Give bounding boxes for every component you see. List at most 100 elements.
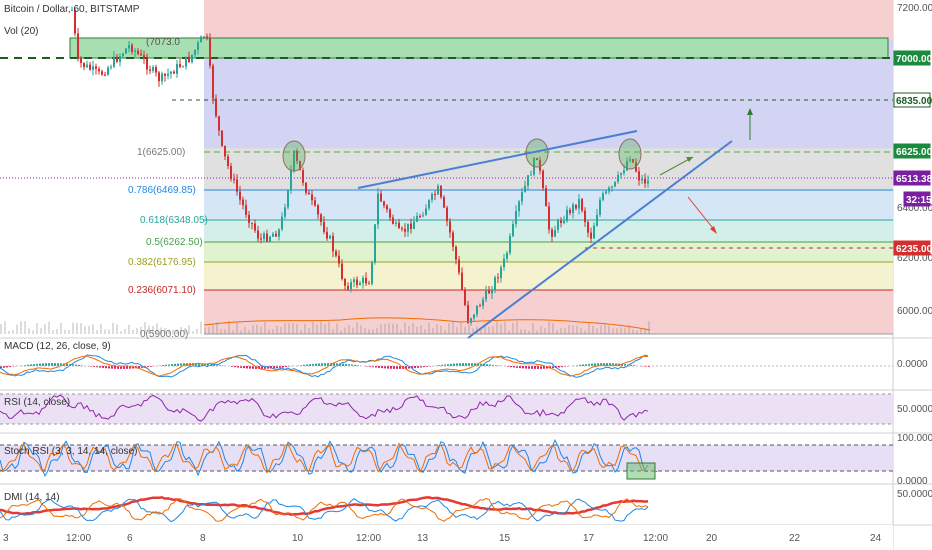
fib-level-label[interactable]: (7073.0 [146, 37, 180, 48]
candle-body [632, 159, 634, 163]
stoch-pane[interactable] [0, 439, 893, 480]
macd-histogram-bar [624, 364, 626, 366]
volume-bar [156, 323, 158, 334]
macd-histogram-bar [603, 363, 605, 366]
volume-bar [256, 324, 258, 334]
price-badge[interactable]: 6835.00 [893, 92, 932, 108]
candle-body [110, 66, 112, 68]
candle-body [194, 49, 196, 55]
fib-level-label[interactable]: 0.382(6176.95) [128, 257, 196, 268]
volume-bar [304, 323, 306, 334]
candle-body [296, 150, 298, 161]
macd-histogram-bar [375, 366, 377, 368]
fib-level-label[interactable]: 0(5900.00) [140, 329, 188, 340]
volume-bar [212, 324, 214, 334]
macd-histogram-bar [51, 363, 53, 366]
candle-body [395, 222, 397, 224]
volume-bar [284, 322, 286, 334]
candle-body [509, 235, 511, 253]
volume-bar [528, 330, 530, 334]
candle-body [335, 251, 337, 256]
volume-bar [16, 324, 18, 334]
candle-body [536, 158, 538, 160]
macd-histogram-bar [585, 364, 587, 366]
macd-histogram-bar [372, 366, 374, 368]
candle-body [236, 179, 238, 192]
candle-body [329, 235, 331, 239]
volume-bar [32, 330, 34, 334]
volume-bar [504, 321, 506, 334]
macd-histogram-bar [126, 366, 128, 369]
price-badge[interactable]: 6625.00 [893, 143, 932, 159]
candle-body [614, 181, 616, 187]
macd-histogram-bar [600, 363, 602, 366]
macd-pane[interactable] [0, 354, 893, 378]
macd-histogram-bar [594, 363, 596, 366]
dmi-legend[interactable]: DMI (14, 14) [4, 492, 60, 503]
volume-bar [60, 323, 62, 334]
dmi-pane[interactable] [0, 496, 649, 523]
macd-histogram-bar [0, 366, 2, 369]
macd-histogram-bar [468, 363, 470, 366]
candle-body [107, 67, 109, 75]
macd-histogram-bar [282, 366, 284, 368]
volume-bar [416, 326, 418, 334]
macd-histogram-bar [630, 364, 632, 366]
stoch-oversold-highlight[interactable] [626, 462, 656, 480]
volume-bar [536, 330, 538, 334]
volume-bar [8, 330, 10, 334]
volume-bar [44, 324, 46, 334]
candle-body [215, 98, 217, 117]
price-badge[interactable]: 32:15 [903, 191, 932, 207]
fib-level-label[interactable]: 0.786(6469.85) [128, 185, 196, 196]
candle-body [263, 233, 265, 239]
time-tick-label: 13 [417, 533, 429, 544]
volume-bar [340, 330, 342, 334]
price-badge[interactable]: 6235.00 [893, 240, 932, 256]
time-axis[interactable] [0, 525, 893, 550]
rsi-legend[interactable]: RSI (14, close) [4, 397, 71, 408]
fib-level-label[interactable]: 0.5(6262.50) [146, 237, 203, 248]
price-badge[interactable]: 6513.38 [893, 170, 932, 186]
indicator-value-label: 0.0000 [897, 359, 928, 370]
macd-histogram-bar [534, 366, 536, 369]
fib-level-label[interactable]: 0.236(6071.10) [128, 285, 196, 296]
volume-bar [348, 325, 350, 334]
volume-bar [124, 328, 126, 334]
macd-histogram-bar [264, 366, 266, 369]
price-badge-label: 7000.00 [896, 54, 932, 65]
lower-trendline[interactable] [467, 140, 733, 339]
volume-bar [532, 323, 534, 334]
candle-body [587, 222, 589, 233]
symbol-title[interactable]: Bitcoin / Dollar, 60, BITSTAMP [4, 4, 140, 15]
volume-bar [276, 325, 278, 334]
stoch-legend[interactable]: Stoch RSI (3, 3, 14, 14, close) [4, 446, 138, 457]
macd-legend[interactable]: MACD (12, 26, close, 9) [4, 341, 111, 352]
macd-histogram-bar [66, 363, 68, 366]
volume-bar [112, 322, 114, 334]
top-circle-1[interactable] [282, 140, 306, 172]
macd-histogram-bar [348, 364, 350, 366]
macd-histogram-bar [261, 366, 263, 369]
candle-body [389, 209, 391, 218]
candle-body [584, 210, 586, 223]
volume-legend[interactable]: Vol (20) [4, 26, 39, 37]
candle-body [212, 65, 214, 99]
volume-bar [312, 321, 314, 334]
upper-trendline[interactable] [357, 130, 638, 189]
fib-level-label[interactable]: 1(6625.00) [137, 147, 185, 158]
fib-level-label[interactable]: 0.618(6348.05) [140, 215, 208, 226]
candle-body [128, 45, 130, 49]
macd-histogram-bar [42, 363, 44, 366]
price-axis[interactable] [893, 0, 932, 550]
price-badge[interactable]: 7000.00 [893, 50, 932, 66]
candle-body [551, 229, 553, 237]
volume-ma-line [203, 317, 651, 331]
top-circle-3[interactable] [618, 138, 642, 170]
volume-bar [264, 321, 266, 334]
rsi-pane[interactable] [0, 393, 893, 425]
macd-histogram-bar [150, 366, 152, 367]
candle-body [176, 64, 178, 74]
